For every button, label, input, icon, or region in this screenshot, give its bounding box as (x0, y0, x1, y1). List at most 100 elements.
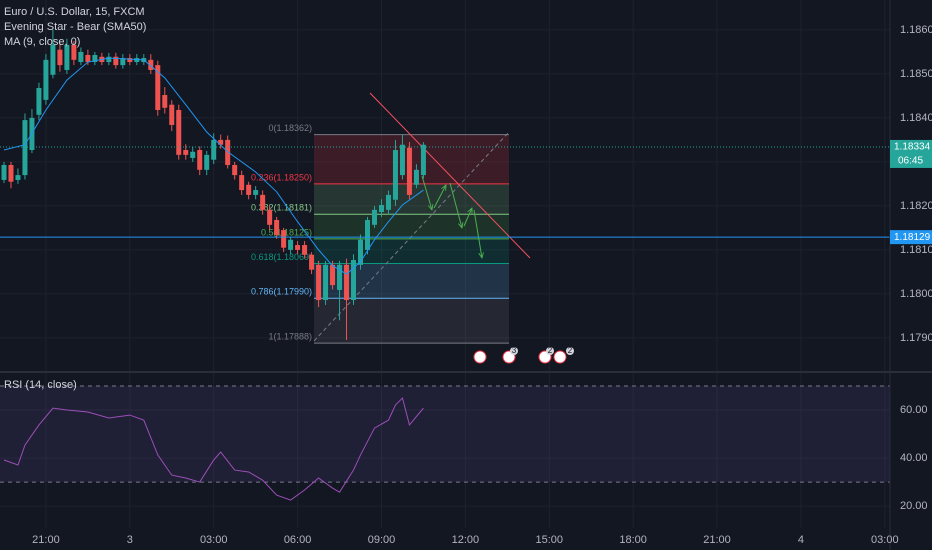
candle-body (120, 58, 126, 66)
candle-body (64, 44, 70, 70)
ma-line (3, 57, 424, 275)
axis-layer: 21:00 3 03:00 06:00 09:00 12:00 15:00 18:00 21:0… (32, 24, 932, 546)
fib-zone (314, 263, 509, 299)
rsi-tick-label: 60.00 (900, 404, 928, 416)
x-tick-label: 12:00 (452, 534, 480, 546)
candle-body (260, 194, 266, 210)
price-tag (890, 139, 932, 168)
candle-body (134, 58, 140, 63)
fib-zone (314, 214, 509, 239)
rsi-tick-label: 20.00 (900, 500, 928, 512)
arrow (421, 175, 432, 210)
candle-body (295, 245, 301, 250)
x-tick-label: 15:00 (535, 534, 563, 546)
candle-body (413, 169, 419, 185)
candle-body (330, 264, 336, 286)
indicator-legend: MA (9, close, 0) (4, 36, 80, 48)
candle-body (344, 264, 350, 301)
indicator-legend: Evening Star - Bear (SMA50) (4, 21, 146, 33)
candle-body (1, 164, 7, 180)
series-layer: 3 2 2 (0, 29, 890, 501)
rsi-title: RSI (14, close) (4, 379, 77, 391)
candle-body (302, 245, 308, 255)
x-tick-label: 21:00 (703, 534, 731, 546)
candle-body (364, 219, 370, 250)
arrow (449, 182, 462, 228)
candle-body (36, 87, 42, 115)
candle-body (50, 44, 56, 75)
candle-body (358, 239, 364, 265)
countdown-label: 06:45 (898, 156, 923, 167)
candle-body (169, 104, 175, 125)
grid-layer (0, 0, 890, 528)
candle-body (190, 151, 196, 158)
candle-body (274, 219, 280, 235)
candle-body (183, 150, 189, 155)
candle-body (127, 58, 133, 63)
y-tick-label: 1.18500 (900, 68, 932, 80)
fib-label: 0.382(1.18181) (251, 203, 312, 213)
candle-body (309, 254, 315, 270)
y-tick-label: 1.18200 (900, 200, 932, 212)
event-count: 2 (568, 346, 573, 355)
candle-body (211, 139, 217, 160)
fib-label: 0.786(1.17990) (251, 287, 312, 297)
arrow (473, 209, 482, 258)
fib-label: 0.618(1.18069) (251, 252, 312, 262)
candle-body (225, 139, 231, 165)
candle-body (420, 144, 426, 176)
event-badge (510, 347, 518, 355)
candle-body (232, 164, 238, 176)
fib-label: 0.236(1.18250) (251, 172, 312, 182)
event-badge (566, 347, 574, 355)
candle-body (197, 150, 203, 170)
candle-body (267, 209, 273, 225)
y-tick-label: 1.18100 (900, 244, 932, 256)
candle-body (204, 154, 210, 170)
y-tick-label: 1.18400 (900, 112, 932, 124)
candle-body (281, 230, 287, 248)
candle-body (92, 54, 98, 63)
event-flag (553, 350, 567, 364)
rsi-band (0, 386, 890, 483)
fib-trend-line (313, 131, 510, 342)
candle-body (337, 264, 343, 290)
x-tick-label: 4 (798, 534, 804, 546)
candle-body (316, 264, 322, 301)
candle-body (399, 144, 405, 176)
price-tag-label: 1.18129 (894, 232, 931, 243)
symbol-title: Euro / U.S. Dollar, 15, FXCM (4, 6, 145, 18)
candle-body (85, 54, 91, 63)
fib-label: 1(1.17888) (268, 332, 312, 342)
rsi-tick-label: 40.00 (900, 452, 928, 464)
candle-body (43, 59, 49, 100)
candle-body (22, 120, 28, 176)
candle-body (15, 175, 21, 180)
candle-body (392, 150, 398, 200)
candle-body (176, 109, 182, 155)
y-tick-label: 1.18000 (900, 288, 932, 300)
fib-label: 0.5(1.18125) (261, 227, 312, 237)
x-tick-label: 03:00 (200, 534, 228, 546)
x-tick-label: 3 (127, 534, 133, 546)
candle-body (323, 264, 329, 301)
price-tag (890, 230, 932, 245)
y-tick-label: 1.18600 (900, 24, 932, 36)
arrow (433, 185, 446, 209)
candle-body (288, 239, 294, 250)
fib-label: 0(1.18362) (268, 123, 312, 133)
candle-body (71, 44, 77, 60)
y-tick-label: 1.17900 (900, 332, 932, 344)
candle-body (218, 139, 224, 145)
event-flag (473, 350, 487, 364)
drawings (313, 92, 531, 342)
candle-body (385, 194, 391, 210)
candle-body (78, 51, 84, 63)
event-badge (546, 347, 554, 355)
candle-body (155, 65, 161, 110)
fib-zone (314, 298, 509, 344)
price-tag-label: 1.18334 (894, 142, 931, 153)
x-tick-label: 06:00 (284, 534, 312, 546)
